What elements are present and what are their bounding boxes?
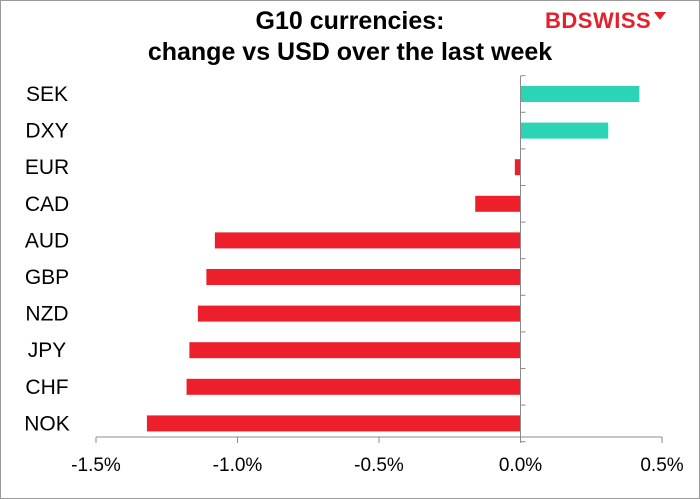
category-label-dxy: DXY <box>25 120 68 143</box>
bar-nzd <box>197 305 521 322</box>
x-tick-label: 0.5% <box>640 455 683 476</box>
logo-text-swiss: SWISS <box>577 8 652 33</box>
bar-aud <box>214 232 521 249</box>
brand-logo: BD SWISS <box>545 8 667 34</box>
category-label-eur: EUR <box>25 156 69 179</box>
bar-gbp <box>206 269 521 285</box>
logo-text-bd: BD <box>545 8 578 33</box>
category-label-chf: CHF <box>25 376 68 399</box>
bar-nok <box>146 415 521 432</box>
category-label-nok: NOK <box>24 412 70 435</box>
bar-cad <box>475 195 521 212</box>
x-tick-label: -1.5% <box>71 455 121 476</box>
bar-chf <box>186 378 521 395</box>
x-tick-label: -0.5% <box>354 455 404 476</box>
logo-mark-icon <box>654 12 667 20</box>
x-tick-label: 0.0% <box>499 455 542 476</box>
chart-title: G10 currencies: change vs USD over the l… <box>0 6 700 68</box>
x-tick-label: -1.0% <box>213 455 263 476</box>
bar-dxy <box>520 122 609 139</box>
title-line-1: G10 currencies: <box>255 7 445 35</box>
category-label-sek: SEK <box>26 83 68 106</box>
bar-eur <box>514 159 521 176</box>
title-line-2: change vs USD over the last week <box>147 38 553 66</box>
bar-jpy <box>189 342 521 359</box>
category-label-nzd: NZD <box>25 303 68 326</box>
category-label-cad: CAD <box>25 193 69 216</box>
category-label-jpy: JPY <box>28 339 67 362</box>
category-label-aud: AUD <box>25 229 69 252</box>
bar-sek <box>520 86 640 102</box>
category-label-gbp: GBP <box>25 266 69 289</box>
